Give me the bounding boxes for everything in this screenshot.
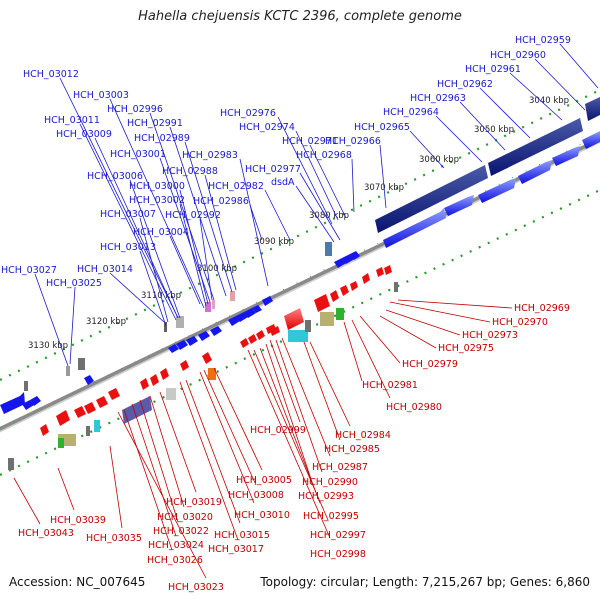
gene-label: HCH_03009 xyxy=(56,129,112,140)
gene-label: HCH_02985 xyxy=(324,444,380,455)
kbp-tick-label: 3040 kbp xyxy=(529,96,569,106)
kbp-tick-label: 3080 kbp xyxy=(309,211,349,221)
gene-label: HCH_02996 xyxy=(107,104,163,115)
gene-label: HCH_02999 xyxy=(250,425,306,436)
gene-arrow-forward xyxy=(552,146,580,166)
gene-block-dark xyxy=(375,165,488,233)
gene-label: HCH_02993 xyxy=(298,491,354,502)
gene-label: HCH_02964 xyxy=(383,107,439,118)
gene-arrow-forward xyxy=(383,208,446,248)
gene-label: HCH_03023 xyxy=(168,582,224,593)
gene-label: HCH_03000 xyxy=(129,181,185,192)
gene-label: HCH_02989 xyxy=(134,133,190,144)
gene-label: HCH_02983 xyxy=(182,150,238,161)
gene-label: HCH_02992 xyxy=(165,210,221,221)
gene-block-dark xyxy=(488,118,583,176)
reverse-genes xyxy=(8,265,398,470)
gene-label: HCH_03004 xyxy=(133,227,189,238)
gene-label: HCH_03019 xyxy=(166,497,222,508)
gene-label: HCH_03007 xyxy=(100,209,156,220)
gene-label: HCH_02974 xyxy=(239,122,295,133)
gene-label: HCH_02990 xyxy=(302,477,358,488)
gene-label: HCH_02970 xyxy=(492,317,548,328)
gene-label: HCH_03017 xyxy=(208,544,264,555)
gene-arrow-forward xyxy=(444,195,474,216)
gene-label: HCH_02997 xyxy=(310,530,366,541)
gene-arrow-forward xyxy=(518,160,552,184)
kbp-tick-label: 3050 kbp xyxy=(474,125,514,135)
gene-label: HCH_02979 xyxy=(402,359,458,370)
gene-label: HCH_03010 xyxy=(234,510,290,521)
gene-label: HCH_02976 xyxy=(220,108,276,119)
gene-label: HCH_02984 xyxy=(335,430,391,441)
gene-label: HCH_03027 xyxy=(1,265,57,276)
gene-arrow-forward xyxy=(478,178,516,203)
gene-label: HCH_03015 xyxy=(214,530,270,541)
forward-gene-labels: HCH_02959 HCH_02960 HCH_02961 HCH_02962 … xyxy=(1,35,599,367)
gene-label: HCH_02977 xyxy=(245,164,301,175)
gene-label: HCH_03026 xyxy=(147,555,203,566)
gene-label: HCH_02968 xyxy=(296,150,352,161)
kbp-tick-label: 3060 kbp xyxy=(419,155,459,165)
gene-label: HCH_03002 xyxy=(129,195,185,206)
accession-label: Accession: NC_007645 xyxy=(9,575,146,589)
gene-label: HCH_02969 xyxy=(514,303,570,314)
kbp-tick-label: 3090 kbp xyxy=(254,237,294,247)
gene-arrow-forward xyxy=(582,131,600,149)
gene-label: HCH_02960 xyxy=(490,50,546,61)
gene-label: HCH_02975 xyxy=(438,343,494,354)
gene-label: dsdA xyxy=(271,177,295,188)
gene-label: HCH_02965 xyxy=(354,122,410,133)
gene-label: HCH_02973 xyxy=(462,330,518,341)
gene-label: HCH_02991 xyxy=(127,118,183,129)
gene-label: HCH_03020 xyxy=(157,512,213,523)
gene-label: HCH_02961 xyxy=(465,64,521,75)
map-title: Hahella chejuensis KCTC 2396, complete g… xyxy=(138,9,462,24)
gene-label: HCH_03043 xyxy=(18,528,74,539)
gene-label: HCH_02995 xyxy=(303,511,359,522)
gene-block-dark xyxy=(585,97,600,121)
gene-label: HCH_03014 xyxy=(77,264,133,275)
gene-label: HCH_03013 xyxy=(100,242,156,253)
gene-label: HCH_03039 xyxy=(50,515,106,526)
kbp-tick-label: 3120 kbp xyxy=(86,317,126,327)
gene-label: HCH_02986 xyxy=(193,196,249,207)
gene-label: HCH_03025 xyxy=(46,278,102,289)
gene-label: HCH_03003 xyxy=(73,90,129,101)
topology-label: Topology: circular; Length: 7,215,267 bp… xyxy=(260,575,590,589)
gene-label: HCH_02963 xyxy=(410,93,466,104)
gene-label: HCH_03006 xyxy=(87,171,143,182)
reverse-gene-labels: HCH_02969 HCH_02970 HCH_02973 HCH_02975 … xyxy=(13,299,570,593)
gene-label: HCH_03024 xyxy=(148,540,204,551)
gene-label: HCH_02959 xyxy=(515,35,571,46)
gene-label: HCH_02988 xyxy=(162,166,218,177)
gene-label: HCH_03001 xyxy=(110,149,166,160)
gene-label: HCH_02980 xyxy=(386,402,442,413)
gene-label: HCH_02971 xyxy=(282,136,338,147)
gene-label: HCH_03008 xyxy=(228,490,284,501)
gene-label: HCH_02998 xyxy=(310,549,366,560)
gene-label: HCH_02981 xyxy=(362,380,418,391)
gene-label: HCH_02966 xyxy=(325,136,381,147)
gene-label: HCH_03035 xyxy=(86,533,142,544)
gene-label: HCH_02987 xyxy=(312,462,368,473)
kbp-tick-label: 3130 kbp xyxy=(28,341,68,351)
forward-genes xyxy=(0,97,600,414)
gene-label: HCH_02982 xyxy=(208,181,264,192)
gene-label: HCH_03011 xyxy=(44,115,100,126)
gene-label: HCH_03012 xyxy=(23,69,79,80)
gene-label: HCH_03005 xyxy=(236,475,292,486)
gene-label: HCH_02962 xyxy=(437,79,493,90)
gene-arrow-reverse xyxy=(284,308,304,330)
